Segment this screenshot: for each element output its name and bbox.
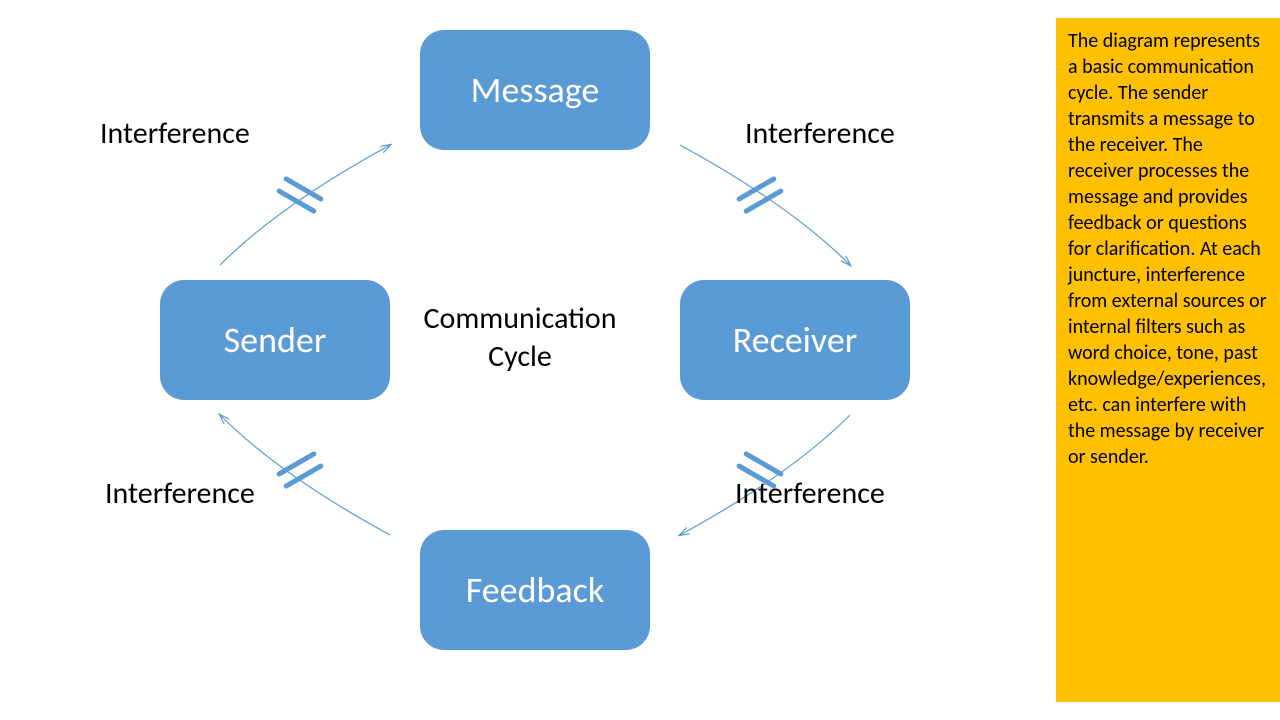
node-label: Feedback xyxy=(466,568,605,612)
node-label: Receiver xyxy=(733,318,858,362)
description-text: The diagram represents a basic communica… xyxy=(1068,29,1267,469)
node-sender: Sender xyxy=(160,280,390,400)
diagram-area: Message Receiver Feedback Sender Communi… xyxy=(0,0,1050,720)
node-label: Sender xyxy=(224,318,327,362)
node-label: Message xyxy=(471,68,600,112)
interference-label-3: Interference xyxy=(100,115,250,152)
node-receiver: Receiver xyxy=(680,280,910,400)
node-feedback: Feedback xyxy=(420,530,650,650)
description-panel: The diagram represents a basic communica… xyxy=(1056,18,1280,702)
interference-label-2: Interference xyxy=(105,475,255,512)
interference-label-1: Interference xyxy=(735,475,885,512)
center-title: CommunicationCycle xyxy=(410,300,630,375)
node-message: Message xyxy=(420,30,650,150)
interference-label-0: Interference xyxy=(745,115,895,152)
